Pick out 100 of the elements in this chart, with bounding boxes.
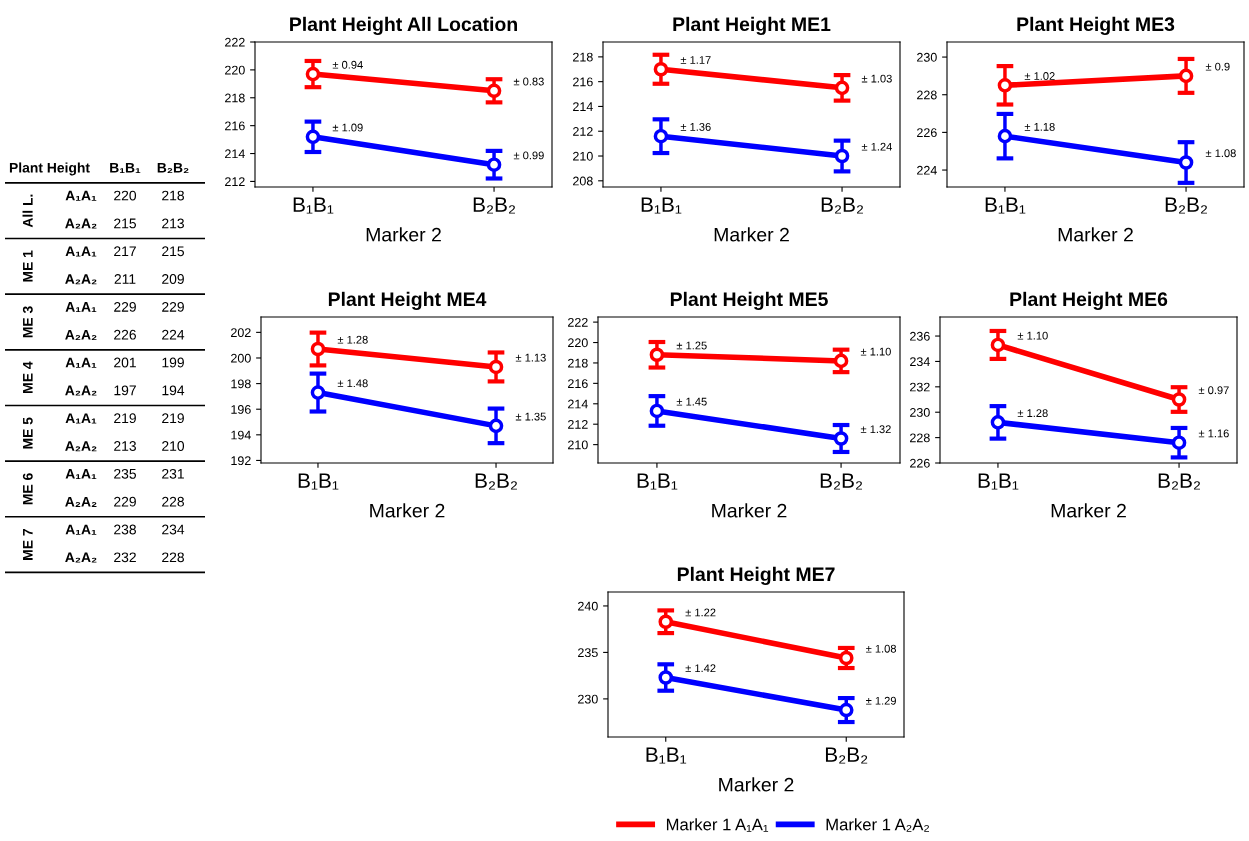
y-tick-label: 212	[225, 177, 245, 186]
data-label: 217	[114, 246, 136, 256]
x-axis-title: Marker 2	[366, 227, 441, 242]
chart-title: Plant Height ME5	[670, 291, 828, 311]
point	[488, 359, 504, 375]
x-tick-label: B₁B₁	[646, 747, 687, 764]
chart-title: Plant Height ME4	[328, 291, 487, 311]
annotation: ± 0.94	[332, 60, 363, 69]
y-tick-label: 212	[573, 127, 593, 136]
y-tick-label: 230	[578, 694, 598, 704]
y-tick-label: A₁A₁	[65, 190, 97, 201]
annotation: ± 1.28	[337, 335, 368, 344]
point	[305, 129, 321, 145]
text: ME 3	[22, 306, 33, 338]
point	[990, 337, 1006, 353]
y-tick-label: 240	[578, 601, 598, 611]
point	[658, 614, 674, 630]
annotation: ± 1.42	[685, 664, 716, 673]
y-tick-label: A₂A₂	[65, 552, 97, 563]
y-tick-label: 230	[917, 52, 937, 62]
y-tick-label: A₂A₂	[65, 496, 97, 507]
y-tick-label: 214	[225, 149, 245, 159]
data-label: 229	[162, 301, 184, 312]
annotation: ± 1.32	[860, 425, 891, 434]
y-tick-label: 192	[231, 456, 251, 466]
x-tick-label: B₁B₁	[637, 473, 678, 490]
data-label: 201	[114, 357, 136, 368]
chart-title: Plant Height	[9, 162, 90, 176]
point	[310, 341, 326, 357]
point	[1171, 435, 1187, 450]
data-label: 229	[114, 496, 136, 507]
chart-title: Plant Height All Location	[290, 16, 517, 36]
annotation: ± 1.13	[515, 353, 546, 362]
x-tick-label: B₂B₂	[825, 747, 868, 764]
annotation: ± 1.09	[332, 123, 363, 132]
x-axis-title: Marker 2	[1058, 227, 1133, 242]
y-tick-label: 222	[225, 37, 245, 47]
y-tick-label: 224	[917, 165, 937, 175]
annotation: ± 1.03	[861, 74, 892, 83]
point	[486, 83, 502, 99]
annotation: ± 1.28	[1017, 409, 1048, 418]
annotation: ± 1.10	[860, 347, 891, 356]
y-tick-label: 220	[568, 338, 588, 348]
point	[649, 347, 665, 363]
point	[488, 418, 504, 434]
y-tick-label: A₂A₂	[65, 218, 97, 229]
point	[649, 403, 665, 419]
point	[310, 385, 326, 400]
y-tick-label: A₁A₁	[65, 413, 97, 424]
y-tick-label: 196	[231, 405, 251, 414]
y-tick-label: A₁A₁	[65, 524, 97, 535]
point	[653, 61, 669, 77]
y-tick-label: A₂A₂	[65, 274, 97, 285]
point	[838, 702, 854, 718]
y-tick-label: 214	[568, 399, 588, 409]
data-label: 232	[114, 552, 136, 563]
data-label: 213	[162, 218, 184, 229]
y-tick-label: 228	[917, 90, 937, 100]
annotation: ± 1.45	[676, 397, 707, 406]
data-label: 211	[114, 274, 136, 284]
point	[990, 415, 1006, 430]
data-label: 197	[114, 385, 136, 396]
data-label: 219	[162, 413, 184, 424]
annotation: ± 0.97	[1198, 386, 1229, 395]
y-tick-label: 228	[910, 433, 930, 443]
x-tick-label: B₂B₂	[821, 197, 863, 214]
annotation: ± 1.16	[1198, 429, 1229, 438]
y-tick-label: 232	[910, 382, 930, 392]
y-tick-label: 218	[225, 93, 245, 103]
data-label: 238	[114, 524, 136, 535]
y-tick-label: A₁A₁	[65, 469, 97, 480]
annotation: ± 1.10	[1017, 331, 1048, 340]
text: ME 5	[23, 417, 33, 449]
annotation: ± 1.48	[337, 379, 368, 388]
annotation: ± 1.18	[1024, 122, 1055, 131]
annotation: ± 1.17	[680, 56, 711, 64]
data-label: 228	[162, 496, 184, 507]
y-tick-label: 214	[573, 102, 593, 111]
y-tick-label: 208	[573, 176, 593, 186]
data-label: 219	[114, 413, 136, 424]
x-tick-label: B₁B₁	[110, 162, 141, 173]
y-tick-label: 230	[910, 408, 930, 417]
point	[653, 128, 669, 144]
data-label: 234	[162, 524, 185, 535]
data-label: 215	[162, 246, 185, 257]
data-label: 213	[114, 441, 136, 451]
y-tick-label: 236	[910, 331, 930, 341]
point	[1178, 155, 1194, 170]
y-tick-label: 202	[231, 328, 251, 338]
point	[833, 431, 849, 446]
y-tick-label: 198	[231, 379, 251, 389]
chart-title: Plant Height ME6	[1010, 291, 1168, 311]
y-tick-label: 210	[568, 440, 588, 450]
point	[997, 128, 1013, 144]
y-tick-label: 212	[568, 420, 588, 429]
y-tick-label: 216	[573, 77, 593, 87]
y-tick-label: 234	[910, 357, 930, 367]
y-tick-label: A₂A₂	[65, 329, 97, 340]
chart-title: Plant Height ME7	[677, 566, 835, 586]
data-label: 209	[162, 274, 184, 284]
